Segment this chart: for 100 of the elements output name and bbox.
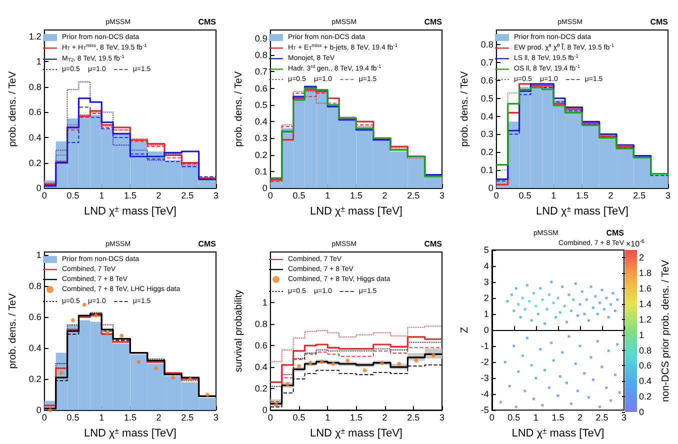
color-bar-label: 1.8 — [639, 268, 652, 278]
color-bar-label: 1.4 — [639, 299, 652, 309]
y-tick-label: 0 — [488, 183, 494, 194]
y-tick-label: 4 — [484, 261, 489, 272]
text: CMS — [424, 18, 443, 26]
y-tick-label: 0 — [262, 183, 268, 194]
y-axis-title: prob. dens. / TeV — [8, 293, 18, 369]
y-tick-label: 0.2 — [480, 147, 494, 158]
x-tick-label: 1.5 — [124, 190, 136, 201]
y-tick-label: 0.8 — [28, 281, 42, 292]
x-tick-label: 3 — [621, 412, 627, 423]
x-tick-label: 2.5 — [181, 412, 194, 423]
y-axis-title: prob. dens. / TeV — [8, 71, 18, 147]
y-tick-label: 0.1 — [254, 166, 268, 176]
x-tick-label: 0.5 — [292, 190, 306, 201]
color-bar-label: 0.6 — [639, 360, 652, 371]
text: CMS — [650, 18, 669, 26]
y-axis-title: prob. dens. / TeV — [460, 71, 470, 147]
text: CMS — [198, 18, 217, 26]
color-bar-title: non-DCS prior prob. dens. / TeV — [660, 260, 672, 402]
y-axis-title: survival probability — [234, 290, 244, 372]
y-axis-title: prob. dens. / TeV — [234, 71, 244, 147]
x-tick-label: 1 — [325, 190, 330, 201]
x-tick-label: 1.5 — [350, 190, 362, 201]
text: CMS — [198, 240, 217, 248]
x-tick-label: 0.5 — [66, 412, 80, 423]
x-tick-label: 2 — [577, 412, 582, 423]
y-tick-label: -4 — [480, 389, 489, 400]
y-tick-label: 0 — [262, 405, 268, 416]
color-bar-label: 1.2 — [639, 314, 652, 324]
y-tick-label: 0.8 — [254, 50, 268, 60]
x-tick-label: 1 — [533, 412, 538, 423]
y-tick-label: 0.6 — [254, 83, 268, 94]
y-tick-label: 0.4 — [254, 362, 268, 372]
x-tick-label: 0.5 — [292, 412, 306, 423]
y-tick-label: 0.8 — [28, 82, 42, 92]
x-tick-label: 1.5 — [576, 190, 588, 201]
text: CMS — [606, 228, 625, 238]
x-tick-label: 1.5 — [552, 412, 564, 423]
y-tick-label: 1 — [484, 309, 489, 320]
x-tick-label: 3 — [213, 412, 219, 423]
y-tick-label: 0.6 — [480, 75, 494, 86]
x-tick-label: 2 — [156, 412, 162, 423]
y-tick-label: 0.6 — [28, 312, 42, 322]
y-tick-label: 1.2 — [28, 31, 42, 42]
y-axis-title: Z — [460, 327, 470, 334]
x-tick-label: 2 — [156, 190, 162, 201]
color-bar-label: 0.8 — [639, 345, 652, 356]
y-tick-label: 0.2 — [28, 158, 42, 168]
color-bar-label: 1 — [639, 330, 644, 340]
y-tick-label: 0.5 — [480, 93, 494, 104]
y-tick-label: 0.4 — [480, 111, 494, 122]
x-tick-label: 0.5 — [508, 412, 520, 423]
color-bar-label: 1.6 — [639, 284, 652, 294]
y-tick-label: 0.4 — [28, 343, 42, 354]
x-tick-label: 2 — [382, 412, 388, 423]
y-tick-label: -5 — [480, 405, 489, 416]
y-tick-label: 0.3 — [480, 129, 494, 140]
y-tick-label: 3 — [484, 277, 489, 288]
y-tick-label: 0 — [484, 325, 489, 336]
y-tick-label: 0.6 — [28, 107, 42, 118]
y-tick-label: 0.6 — [254, 340, 268, 351]
y-tick-label: 0.7 — [480, 57, 494, 68]
y-tick-label: 0.4 — [28, 132, 42, 143]
x-tick-label: 0.5 — [66, 190, 80, 201]
y-tick-label: 0.1 — [480, 165, 494, 176]
x-tick-label: 2.5 — [633, 190, 646, 201]
y-tick-label: 0.9 — [254, 33, 268, 44]
y-tick-label: -2 — [480, 357, 489, 368]
y-tick-label: 5 — [484, 245, 489, 255]
y-tick-label: 0.2 — [254, 150, 268, 160]
x-tick-label: 2.5 — [181, 190, 194, 201]
color-bar-label: 2 — [639, 252, 644, 263]
y-tick-label: 1 — [36, 56, 42, 67]
x-tick-label: 2.5 — [407, 190, 420, 201]
x-tick-label: 1 — [551, 190, 556, 201]
y-tick-label: -1 — [480, 341, 489, 352]
x-tick-label: 1 — [99, 412, 104, 423]
x-tick-label: 3 — [439, 412, 445, 423]
color-bar-label: 0.4 — [639, 376, 652, 386]
x-tick-label: 1.5 — [124, 412, 136, 423]
y-tick-label: 1 — [262, 298, 268, 308]
y-tick-label: 0.8 — [254, 319, 268, 330]
x-tick-label: 2 — [608, 190, 614, 201]
y-tick-label: 0.7 — [254, 66, 268, 77]
y-tick-label: 0.4 — [254, 116, 268, 127]
y-tick-label: 0.5 — [254, 100, 268, 110]
y-tick-label: -3 — [480, 373, 489, 384]
x-tick-label: 1.5 — [350, 412, 362, 423]
y-tick-label: 0 — [36, 183, 42, 194]
x-tick-label: 3 — [213, 190, 219, 201]
y-tick-label: 0.3 — [254, 133, 268, 144]
x-tick-label: 0.5 — [518, 190, 532, 201]
x-tick-label: 1 — [99, 190, 104, 201]
y-tick-label: 2 — [484, 293, 489, 304]
y-tick-label: 0.2 — [28, 374, 42, 384]
x-tick-label: 3 — [439, 190, 445, 201]
x-tick-label: 2.5 — [596, 412, 608, 423]
text: CMS — [424, 240, 443, 248]
x-tick-label: 2.5 — [407, 412, 420, 423]
